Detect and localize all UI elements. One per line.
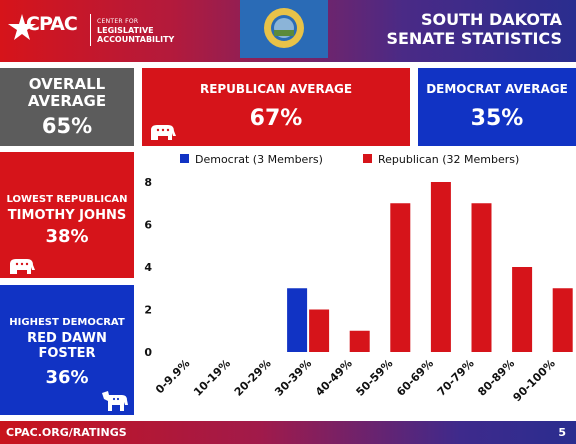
x-tick-label: 0-9.9% (153, 357, 192, 396)
legend-entry: Republican (32 Members) (378, 153, 519, 166)
title-line-1: SOUTH DAKOTA (421, 10, 562, 29)
bar (430, 182, 451, 352)
bar (349, 330, 370, 352)
democrat-average-box: DEMOCRAT AVERAGE 35% (418, 68, 576, 146)
page-number: 5 (558, 426, 566, 439)
histogram-chart: Democrat (3 Members) Republican (32 Membe… (144, 153, 573, 404)
lowest-republican-box: LOWEST REPUBLICAN TIMOTHY JOHNS 38% (0, 152, 134, 278)
org-line-1: CENTER FOR (97, 18, 139, 25)
lowest-republican-name: TIMOTHY JOHNS (7, 208, 127, 223)
state-seal-icon (264, 8, 304, 48)
highest-democrat-value: 36% (45, 367, 89, 388)
x-tick-label: 90-100% (511, 357, 558, 404)
org-line-2: LEGISLATIVE (97, 26, 154, 35)
overall-average-label: OVERALL AVERAGE (0, 76, 134, 110)
legend-entry: Democrat (3 Members) (195, 153, 323, 166)
lowest-republican-value: 38% (45, 226, 89, 247)
y-tick-label: 6 (144, 219, 152, 232)
bar (512, 267, 533, 352)
democrat-average-value: 35% (470, 106, 524, 131)
bar (552, 288, 573, 352)
republican-average-box: REPUBLICAN AVERAGE 67% (142, 68, 410, 146)
bar (390, 203, 411, 352)
x-tick-label: 70-79% (435, 357, 477, 399)
bar (309, 309, 330, 352)
x-tick-label: 60-69% (394, 357, 436, 399)
elephant-icon (151, 125, 176, 140)
bar (287, 288, 308, 352)
bar (471, 203, 492, 352)
y-tick-label: 8 (144, 176, 152, 189)
highest-democrat-label: HIGHEST DEMOCRAT (9, 317, 125, 328)
x-tick-label: 30-39% (272, 357, 314, 399)
y-tick-label: 2 (144, 304, 152, 317)
header-banner: CPAC CENTER FOR LEGISLATIVE ACCOUNTABILI… (0, 0, 576, 62)
title-line-2: SENATE STATISTICS (386, 29, 562, 48)
lowest-republican-label: LOWEST REPUBLICAN (6, 194, 128, 205)
republican-average-label: REPUBLICAN AVERAGE (199, 82, 353, 96)
overall-label-line-2: AVERAGE (27, 92, 107, 110)
republican-average-value: 67% (249, 106, 303, 131)
democrat-average-label: DEMOCRAT AVERAGE (426, 82, 568, 96)
legend-swatch (363, 154, 372, 163)
donkey-icon (102, 391, 128, 411)
y-tick-label: 0 (144, 346, 152, 359)
legend-swatch (180, 154, 189, 163)
cpac-star-icon (8, 14, 36, 40)
org-line-3: ACCOUNTABILITY (97, 35, 175, 44)
footer-bar: CPAC.ORG/RATINGS 5 (0, 421, 576, 444)
overall-label-line-1: OVERALL (28, 75, 106, 93)
org-name: CENTER FOR LEGISLATIVE ACCOUNTABILITY (97, 17, 174, 44)
state-flag (240, 0, 328, 58)
overall-average-box: OVERALL AVERAGE 65% (0, 68, 134, 146)
y-tick-label: 4 (144, 261, 152, 274)
logo-text: CPAC (26, 13, 78, 35)
x-tick-label: 20-29% (232, 357, 274, 399)
highest-democrat-box: HIGHEST DEMOCRAT RED DAWN FOSTER 36% (0, 285, 134, 415)
overall-average-value: 65% (41, 114, 93, 138)
x-tick-label: 40-49% (313, 357, 355, 399)
highest-democrat-name-line-1: RED DAWN (27, 331, 107, 346)
footer-url[interactable]: CPAC.ORG/RATINGS (6, 426, 127, 439)
page-title: SOUTH DAKOTA SENATE STATISTICS (386, 10, 562, 48)
highest-democrat-name-line-2: FOSTER (38, 346, 96, 361)
x-tick-label: 80-89% (475, 357, 517, 399)
elephant-icon (10, 259, 35, 274)
x-tick-label: 10-19% (191, 357, 233, 399)
x-tick-label: 50-59% (354, 357, 396, 399)
logo-divider (90, 14, 91, 46)
highest-democrat-name: RED DAWN FOSTER (0, 331, 134, 361)
